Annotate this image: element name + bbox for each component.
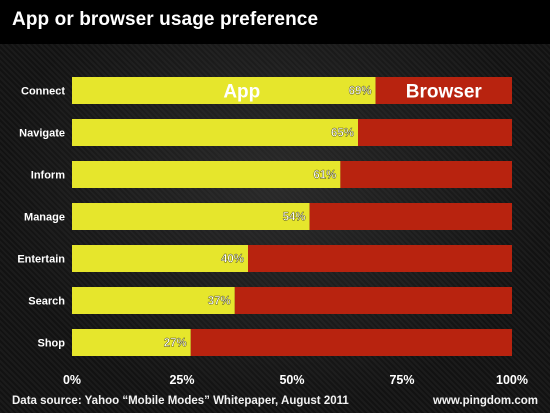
- x-tick-label: 25%: [169, 373, 194, 387]
- legend-app: App: [223, 82, 260, 103]
- bar-browser-inform: [340, 161, 512, 188]
- chart-title: App or browser usage preference: [0, 0, 550, 44]
- bar-browser-connect: [375, 77, 512, 104]
- x-tick-label: 0%: [63, 373, 81, 387]
- bar-browser-entertain: [248, 245, 512, 272]
- bar-browser-shop: [190, 329, 513, 356]
- data-label: 54%: [283, 212, 306, 224]
- category-label: Connect: [21, 86, 65, 98]
- bar-app-inform: [72, 161, 341, 188]
- x-tick-label: 100%: [496, 373, 528, 387]
- category-label: Search: [28, 296, 65, 308]
- data-label: 69%: [349, 86, 372, 98]
- bar-browser-navigate: [358, 119, 512, 146]
- category-label: Shop: [38, 338, 66, 350]
- x-tick-label: 50%: [279, 373, 304, 387]
- site-credit: www.pingdom.com: [433, 395, 538, 407]
- category-label: Navigate: [19, 128, 65, 140]
- category-label: Entertain: [17, 254, 65, 266]
- legend-browser: Browser: [406, 82, 483, 103]
- bar-app-entertain: [72, 245, 248, 272]
- data-label: 65%: [331, 128, 354, 140]
- bar-browser-search: [234, 287, 513, 314]
- data-label: 40%: [221, 254, 244, 266]
- category-label: Inform: [31, 170, 65, 182]
- x-tick-label: 75%: [389, 373, 414, 387]
- bar-app-navigate: [72, 119, 358, 146]
- data-label: 27%: [164, 338, 187, 350]
- bar-app-search: [72, 287, 235, 314]
- bar-app-connect: [72, 77, 376, 104]
- bar-app-manage: [72, 203, 310, 230]
- data-source-note: Data source: Yahoo “Mobile Modes” Whitep…: [12, 395, 349, 407]
- category-label: Manage: [24, 212, 65, 224]
- data-label: 37%: [208, 296, 231, 308]
- chart-footer: Data source: Yahoo “Mobile Modes” Whitep…: [12, 395, 538, 407]
- bar-app-shop: [72, 329, 191, 356]
- data-label: 61%: [313, 170, 336, 182]
- bar-browser-manage: [309, 203, 512, 230]
